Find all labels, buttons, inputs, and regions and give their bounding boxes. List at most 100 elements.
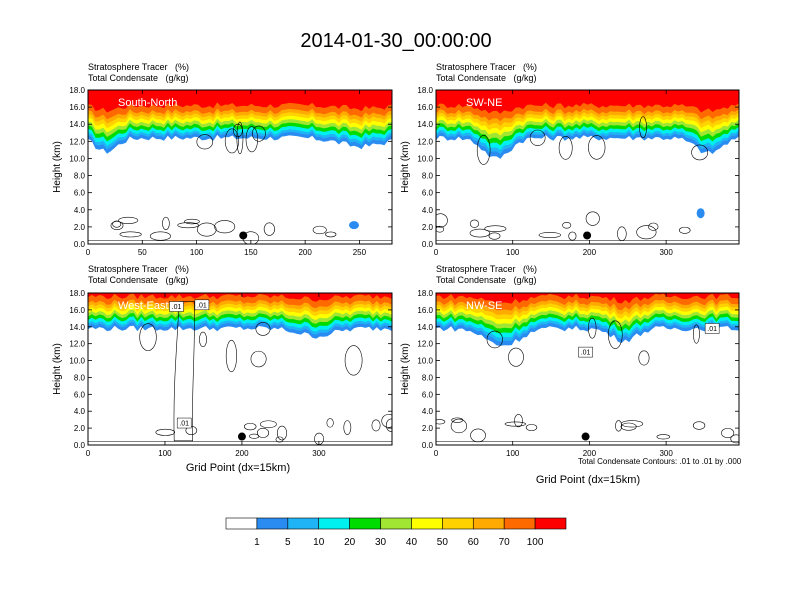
condensate-contour (588, 135, 606, 160)
y-tick-label: 4.0 (422, 206, 434, 215)
contour-label: .01 (194, 299, 210, 311)
condensate-contour (371, 419, 381, 432)
tracer-field (88, 90, 392, 244)
condensate-contour (344, 345, 363, 376)
colorbar-box (225, 517, 258, 530)
y-tick-label: 0.0 (74, 240, 86, 249)
y-tick-label: 2.0 (74, 223, 86, 232)
y-tick-label: 2.0 (422, 223, 434, 232)
y-axis-label: Height (km) (52, 343, 63, 395)
condensate-contour (155, 428, 176, 436)
y-tick-label: 10.0 (69, 357, 85, 366)
condensate-contour (488, 232, 501, 240)
contour-label-text: .01 (179, 421, 189, 428)
tracer-field: .01 .01 (436, 293, 739, 445)
condensate-contour (508, 347, 524, 367)
region-label: NW-SE (466, 300, 502, 312)
contour-label-text: .01 (197, 302, 207, 309)
condensate-contour (514, 414, 523, 428)
panel-1: South-North 0.0 2.0 4.0 6.0 8.0 10.0 12.0 14.0 16… (52, 86, 393, 257)
colorbar-box (503, 517, 536, 530)
header-line-tracer: Stratosphere Tracer (%) (436, 62, 538, 72)
plot-frame (435, 292, 740, 446)
header-line-tracer: Stratosphere Tracer (%) (436, 264, 538, 274)
x-tick-label: 100 (506, 449, 520, 458)
condensate-contour (568, 231, 577, 241)
condensate-contour (692, 324, 700, 344)
y-tick-label: 14.0 (69, 120, 85, 129)
condensate-contour (504, 421, 527, 427)
region-label: SW-NE (466, 97, 502, 109)
header-line-tracer: Stratosphere Tracer (%) (88, 264, 190, 274)
y-tick-label: 6.0 (422, 390, 434, 399)
y-tick-label: 16.0 (69, 306, 85, 315)
y-tick-label: 6.0 (74, 189, 86, 198)
condensate-contour (276, 425, 288, 441)
contour-label-text: .01 (581, 350, 591, 357)
contour-label-box (578, 346, 593, 358)
contour-label: .01 (578, 346, 593, 358)
colorbar-label: 40 (406, 537, 418, 548)
y-tick-label: 12.0 (417, 137, 433, 146)
y-axis-label: Height (km) (400, 141, 411, 193)
condensate-contour (214, 220, 236, 234)
y-tick-label: 0.0 (74, 441, 86, 450)
y-tick-label: 8.0 (74, 172, 86, 181)
y-tick-label: 0.0 (422, 441, 434, 450)
y-tick-label: 12.0 (69, 137, 85, 146)
colorbar-label: 30 (375, 537, 387, 548)
condensate-contour (450, 418, 467, 434)
y-tick-label: 4.0 (74, 206, 86, 215)
y-tick-label: 12.0 (417, 340, 433, 349)
condensate-contour (588, 317, 597, 339)
condensate-contour (325, 231, 337, 238)
colorbar-label: 100 (527, 537, 544, 548)
location-marker (237, 432, 246, 441)
condensate-contour (224, 128, 240, 154)
y-axis-label: Height (km) (400, 343, 411, 395)
y-tick-label: 4.0 (74, 407, 86, 416)
y-tick-label: 4.0 (422, 407, 434, 416)
panel-header-sw-ne: Stratosphere Tracer (%) Total Condensate… (436, 62, 537, 84)
condensate-contour (252, 125, 266, 142)
condensate-contour (184, 218, 200, 225)
condensate-contour (525, 424, 538, 431)
colorbar-box (349, 517, 381, 530)
colorbar-label: 10 (313, 537, 325, 548)
condensate-contour (312, 225, 327, 235)
x-tick-label: 100 (158, 449, 172, 458)
header-line-condensate: Total Condensate (g/kg) (436, 275, 537, 285)
condensate-contour (679, 226, 691, 234)
colorbar-label: 5 (285, 537, 291, 548)
condensate-contour (343, 420, 352, 435)
condensate-contour (139, 323, 157, 351)
condensate-contour (538, 232, 561, 239)
condensate-contour (263, 222, 275, 236)
colorbar-label: 60 (468, 537, 480, 548)
tracer-band (436, 90, 739, 114)
condensate-contour (381, 414, 392, 428)
x-tick-label: 300 (312, 449, 326, 458)
panel-4: .01 .01 NW-SE 0.0 2.0 4.0 6.0 8.0 10.0 12.0 14.0 16… (400, 289, 740, 458)
y-tick-label: 0.0 (422, 240, 434, 249)
condensate-contour (250, 350, 267, 368)
colorbar-box (534, 517, 567, 530)
condensate-contour (196, 222, 217, 237)
condensate-contour (469, 228, 490, 238)
x-tick-label: 0 (434, 449, 439, 458)
condensate-contour (256, 427, 270, 438)
tracer-band (436, 293, 739, 304)
y-tick-label: 16.0 (69, 103, 85, 112)
y-tick-label: 10.0 (417, 154, 433, 163)
condensate-contour (326, 418, 334, 428)
condensate-contour (275, 436, 284, 443)
contour-label-text: .01 (172, 304, 182, 311)
condensate-contour (656, 434, 671, 440)
y-axis-label: Height (km) (52, 141, 63, 193)
plot-frame (435, 89, 740, 245)
region-label: South-North (118, 97, 177, 109)
condensate-contour (638, 350, 650, 366)
condensate-contour (620, 420, 644, 428)
tracer-patch (696, 208, 705, 219)
colorbar-box (380, 517, 412, 530)
